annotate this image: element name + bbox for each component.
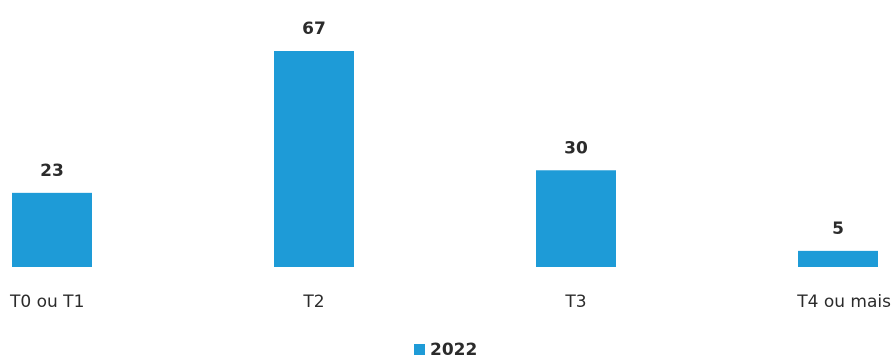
data-label: 5 <box>832 219 844 239</box>
bar-t2 <box>274 51 354 267</box>
x-tick-label: T2 <box>302 292 324 312</box>
legend-swatch <box>414 344 425 355</box>
legend: 2022 <box>414 340 477 360</box>
data-label: 67 <box>302 19 326 39</box>
bar-t4-ou-mais <box>798 250 878 267</box>
bar-t0-ou-t1 <box>12 192 92 267</box>
x-tick-label: T3 <box>564 292 586 312</box>
data-label: 30 <box>564 138 588 158</box>
bar-t3 <box>536 170 616 267</box>
x-tick-label: T4 ou mais <box>796 292 891 312</box>
x-axis-tick-labels: T0 ou T1 T2 T3 T4 ou mais <box>9 292 891 312</box>
bars-layer <box>12 51 878 267</box>
data-labels-layer: 23 67 30 5 <box>40 19 844 239</box>
data-label: 23 <box>40 161 64 181</box>
x-tick-label: T0 ou T1 <box>9 292 84 312</box>
legend-label: 2022 <box>430 340 477 360</box>
